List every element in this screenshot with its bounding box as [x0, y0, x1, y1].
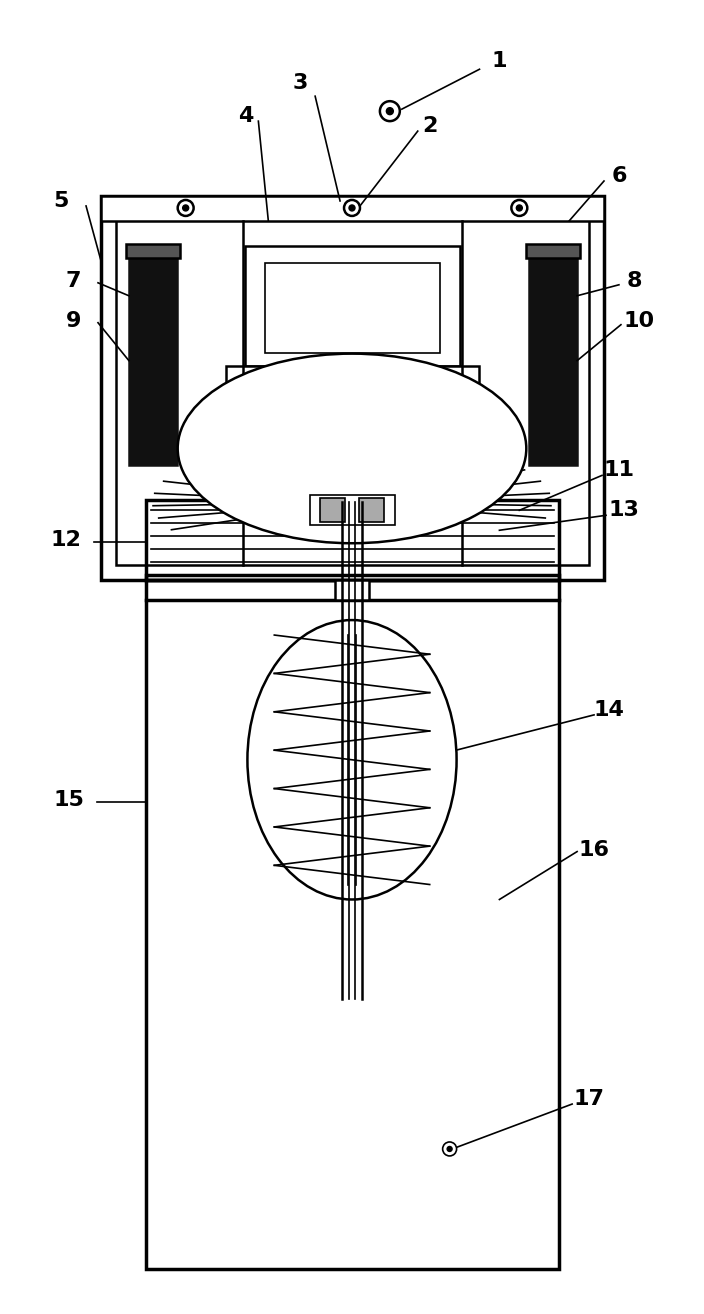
Text: 7: 7 [65, 271, 81, 290]
Bar [335, 581, 369, 600]
Text: 5: 5 [54, 191, 69, 212]
Bar [246, 246, 460, 365]
Circle shape [511, 200, 527, 215]
Text: 4: 4 [238, 106, 253, 126]
Text: 10: 10 [623, 310, 655, 331]
Bar [359, 498, 384, 522]
Circle shape [182, 205, 189, 212]
Bar [101, 196, 604, 581]
Text: 6: 6 [611, 166, 627, 187]
Bar [225, 365, 479, 388]
Bar [146, 576, 559, 1269]
Circle shape [447, 1146, 452, 1151]
Bar [116, 212, 589, 565]
Text: 3: 3 [293, 74, 308, 93]
Circle shape [349, 205, 355, 212]
Bar [527, 244, 580, 258]
Bar [101, 196, 604, 221]
Text: 9: 9 [65, 310, 81, 331]
Text: 13: 13 [608, 501, 639, 520]
Circle shape [380, 101, 400, 121]
Ellipse shape [177, 353, 527, 543]
Circle shape [516, 205, 522, 212]
Bar [320, 498, 345, 522]
Bar [529, 256, 577, 465]
Circle shape [177, 200, 194, 215]
Text: 11: 11 [603, 460, 634, 481]
Circle shape [344, 200, 360, 215]
Bar [146, 501, 559, 581]
Bar [265, 263, 440, 352]
Text: 17: 17 [574, 1089, 605, 1109]
Bar [310, 495, 395, 526]
Ellipse shape [247, 620, 457, 900]
Bar [126, 244, 180, 258]
Bar [129, 256, 177, 465]
Text: 16: 16 [579, 840, 610, 859]
Text: 2: 2 [422, 116, 437, 137]
Circle shape [386, 108, 394, 114]
Text: 8: 8 [626, 271, 641, 290]
Text: 1: 1 [491, 51, 507, 71]
Text: 12: 12 [51, 531, 82, 551]
Circle shape [443, 1142, 457, 1156]
Text: 15: 15 [54, 790, 84, 809]
Text: 14: 14 [593, 700, 624, 720]
